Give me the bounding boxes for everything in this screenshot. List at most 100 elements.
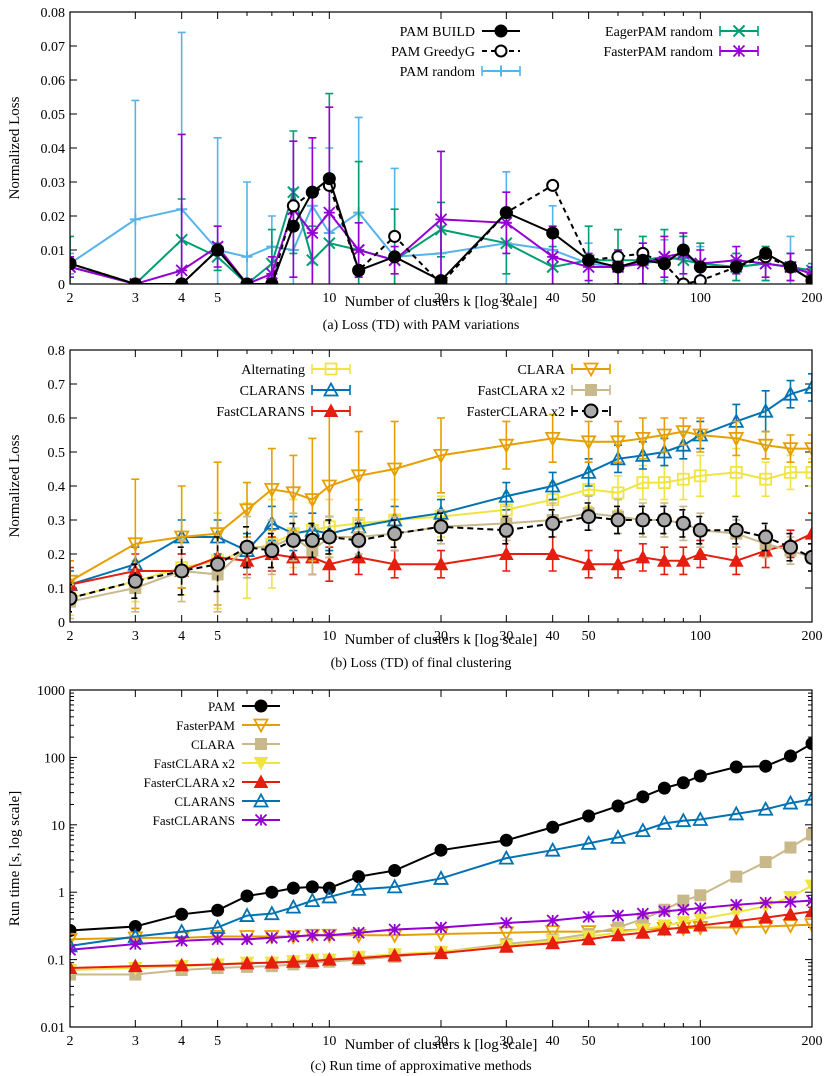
data-point (305, 880, 319, 894)
legend: PAM BUILD PAM GreedyG PAM random EagerPAM r… (391, 24, 759, 80)
data-point (498, 849, 515, 865)
plot-frame (69, 11, 813, 285)
data-point (758, 910, 773, 924)
data-point (582, 910, 595, 924)
legend-marker (732, 44, 746, 58)
legend-marker (495, 65, 507, 77)
plot-frame (69, 689, 813, 1028)
plot-frame (69, 349, 813, 623)
legend-label: PAM random (400, 65, 475, 80)
legend-label: PAM (208, 699, 235, 714)
data-point (804, 903, 812, 918)
legend-label: CLARA (191, 737, 236, 752)
data-point (728, 431, 745, 447)
error-bar (70, 235, 74, 284)
data-point (239, 503, 256, 519)
y-tick-label: 100 (44, 751, 65, 766)
legend-marker (585, 384, 597, 396)
data-point (386, 462, 403, 478)
legend-label: PAM GreedyG (391, 45, 475, 60)
legend-marker (254, 813, 268, 827)
data-point (175, 264, 188, 277)
data-point (263, 905, 280, 921)
panel-a-loss-pam-variations: 0 0.01 0.02 0.03 0.04 0.05 0.06 0.07 0.08 2 3 4 5 10 2… (7, 6, 823, 333)
legend-label: EagerPAM random (605, 25, 713, 40)
data-point (759, 856, 772, 869)
data-point (635, 549, 651, 564)
data-point (677, 903, 690, 916)
data-point (546, 914, 559, 927)
data-point (434, 274, 448, 284)
error-bar (308, 522, 317, 559)
data-point (634, 431, 651, 447)
data-point (239, 907, 256, 922)
data-point (805, 737, 812, 751)
data-point (658, 250, 671, 263)
data-point (759, 896, 772, 909)
legend-label: FasterPAM random (603, 45, 713, 60)
data-point (321, 888, 338, 904)
data-point (174, 563, 190, 579)
data-point (676, 243, 690, 257)
data-point (546, 178, 560, 192)
data-point (210, 956, 225, 971)
data-point (70, 590, 78, 606)
error-bar (70, 252, 74, 275)
data-point (545, 546, 561, 560)
data-point (580, 834, 597, 850)
series-group (70, 31, 812, 284)
data-point (305, 953, 320, 968)
data-point (306, 226, 319, 240)
y-tick-label: 0.04 (41, 142, 66, 157)
data-point (211, 933, 224, 946)
y-tick-label: 10 (51, 819, 65, 834)
y-ticks: 0.01 0.1 1 10 100 1000 (37, 684, 812, 1036)
data-point (285, 898, 302, 914)
legend-label: FastCLARA x2 (154, 756, 235, 771)
x-tick-label: 30 (499, 629, 513, 644)
data-point (675, 515, 691, 531)
legend-label: FastCLARANS (153, 813, 235, 828)
series-line (70, 430, 812, 583)
data-point (758, 529, 774, 545)
data-point (544, 477, 561, 493)
data-point (321, 952, 337, 966)
data-point (70, 960, 78, 975)
y-tick-label: 0.8 (48, 344, 66, 359)
data-point (580, 435, 597, 451)
data-point (499, 833, 513, 847)
data-point (432, 448, 450, 464)
y-tick-label: 0.2 (48, 548, 66, 563)
data-point (728, 805, 745, 821)
legend-entry-fasterclara-x2: FasterCLARA x2 (144, 774, 280, 790)
error-bar (808, 543, 812, 572)
legend-label: CLARANS (174, 794, 235, 809)
legend-label: FasterCLARA x2 (144, 775, 235, 790)
data-point (388, 250, 402, 264)
data-point (656, 428, 673, 444)
data-point (803, 918, 812, 934)
data-point (127, 573, 143, 589)
data-point (803, 442, 812, 457)
x-tick-label: 20 (434, 1034, 448, 1049)
data-point (352, 243, 365, 257)
legend-marker (253, 757, 269, 771)
data-point (265, 267, 278, 280)
data-point (784, 465, 797, 479)
x-tick-label: 50 (582, 629, 596, 644)
y-tick-label: 0.08 (41, 6, 66, 21)
error-bar (808, 458, 812, 487)
data-point (174, 957, 190, 972)
data-point (676, 919, 691, 934)
data-point (729, 760, 743, 774)
x-tick-label: 20 (434, 629, 448, 644)
y-tick-label: 0.3 (48, 514, 66, 529)
y-ticks: 0 0.01 0.02 0.03 0.04 0.05 0.06 0.07 0.08 (41, 6, 812, 293)
legend-marker (253, 774, 269, 788)
data-point (634, 447, 651, 462)
y-axis-label: Normalized Loss (7, 434, 23, 537)
data-point (804, 549, 812, 565)
series-group (70, 737, 812, 981)
x-tick-label: 50 (582, 291, 596, 306)
data-point (432, 870, 450, 885)
